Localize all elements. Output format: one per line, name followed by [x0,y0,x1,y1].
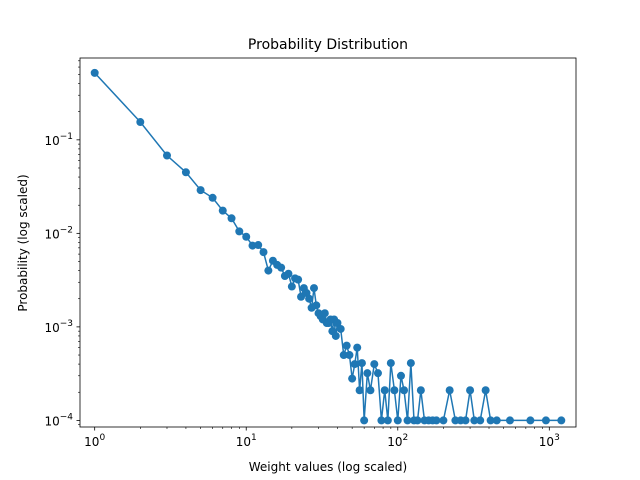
data-point [461,416,470,425]
tick-base: 10 [44,134,59,148]
data-point [162,151,171,160]
data-point [557,416,566,425]
tick-exponent: −4 [60,412,74,422]
data-point [390,386,399,395]
x-axis-label: Weight values (log scaled) [249,460,407,474]
x-tick-label: 103 [539,433,560,449]
data-point [208,193,217,202]
plot-data [90,68,566,425]
data-point [413,416,422,425]
data-point [284,269,293,278]
data-point [342,341,351,350]
y-tick-label: 10−4 [44,412,73,428]
data-point [339,351,348,360]
data-point [439,416,448,425]
data-point [242,232,251,241]
tick-exponent: −2 [60,225,73,235]
data-point [377,416,386,425]
data-point [476,416,485,425]
data-point [445,386,454,395]
data-point [345,351,354,360]
data-point [312,301,321,310]
x-tick-label: 100 [84,433,105,449]
data-point [466,386,475,395]
data-point [470,416,479,425]
data-point [248,241,257,250]
data-point [259,248,268,257]
data-point [486,416,495,425]
tick-base: 10 [236,435,251,449]
y-tick-label: 10−2 [44,225,73,241]
data-point [505,416,514,425]
tick-exponent: −3 [60,319,73,329]
data-point [380,386,389,395]
data-point [227,214,236,223]
data-point [331,331,340,340]
x-tick-label: 102 [387,433,408,449]
data-point [196,186,205,195]
data-point [386,359,395,368]
tick-exponent: 0 [99,433,105,443]
data-point [353,343,362,352]
data-point [416,386,425,395]
data-point [357,359,366,368]
data-point [492,416,501,425]
data-point [254,241,263,250]
data-point [90,68,99,77]
tick-exponent: 2 [403,433,409,443]
data-point [370,360,379,369]
data-point [400,386,409,395]
data-point [393,416,402,425]
tick-base: 10 [84,435,99,449]
data-point [136,118,145,127]
tick-base: 10 [44,227,59,241]
data-point [309,284,318,293]
data-point [320,309,329,318]
data-point [235,227,244,236]
data-point [406,359,415,368]
data-point [383,416,392,425]
data-point [481,386,490,395]
data-point [360,416,369,425]
tick-exponent: 3 [554,433,560,443]
data-point [264,266,273,275]
data-point [373,369,382,378]
data-point [526,416,535,425]
y-tick-label: 10−1 [44,132,73,148]
tick-exponent: 1 [251,433,257,443]
data-point [432,416,441,425]
data-point [181,168,190,177]
data-point [333,319,342,328]
data-point [350,360,359,369]
y-tick-label: 10−3 [44,319,73,335]
data-point [277,263,286,272]
chart-title: Probability Distribution [248,37,408,53]
data-point [355,386,364,395]
tick-base: 10 [539,435,554,449]
data-point [366,386,375,395]
tick-base: 10 [44,414,59,428]
tick-base: 10 [387,435,402,449]
plot-frame [79,57,577,428]
data-point [348,374,357,383]
data-point [541,416,550,425]
data-point [287,282,296,291]
data-point [403,416,412,425]
tick-exponent: −1 [60,132,73,142]
y-axis-label: Probability (log scaled) [16,174,30,311]
tick-base: 10 [44,321,59,335]
data-point [336,324,345,333]
data-point [396,371,405,380]
data-point [218,206,227,215]
data-point [305,294,314,303]
series-line [94,72,562,422]
data-point [363,369,372,378]
data-point [294,275,303,284]
x-tick-label: 101 [236,433,257,449]
